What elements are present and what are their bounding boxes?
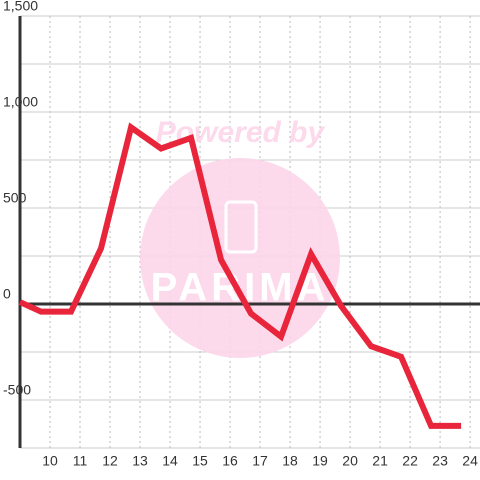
y-tick-label: -500 (3, 382, 31, 398)
y-tick-label: 1,500 (3, 0, 38, 14)
x-tick-label: 12 (102, 453, 118, 469)
x-tick-label: 13 (132, 453, 148, 469)
y-tick-label: 500 (3, 190, 27, 206)
x-tick-label: 17 (252, 453, 268, 469)
x-tick-label: 11 (73, 453, 88, 469)
x-tick-label: 14 (162, 453, 178, 469)
y-tick-label: 0 (3, 286, 11, 302)
x-tick-label: 22 (402, 453, 418, 469)
x-tick-label: 15 (192, 453, 208, 469)
x-tick-label: 18 (282, 453, 298, 469)
x-tick-label: 19 (312, 453, 328, 469)
x-tick-label: 23 (432, 453, 448, 469)
watermark-icon (224, 200, 258, 254)
x-tick-label: 24 (462, 453, 478, 469)
x-tick-label: 16 (222, 453, 238, 469)
line (18, 122, 462, 429)
x-tick-label: 20 (342, 453, 358, 469)
x-tick-label: 21 (372, 453, 388, 469)
x-tick-label: 10 (42, 453, 58, 469)
